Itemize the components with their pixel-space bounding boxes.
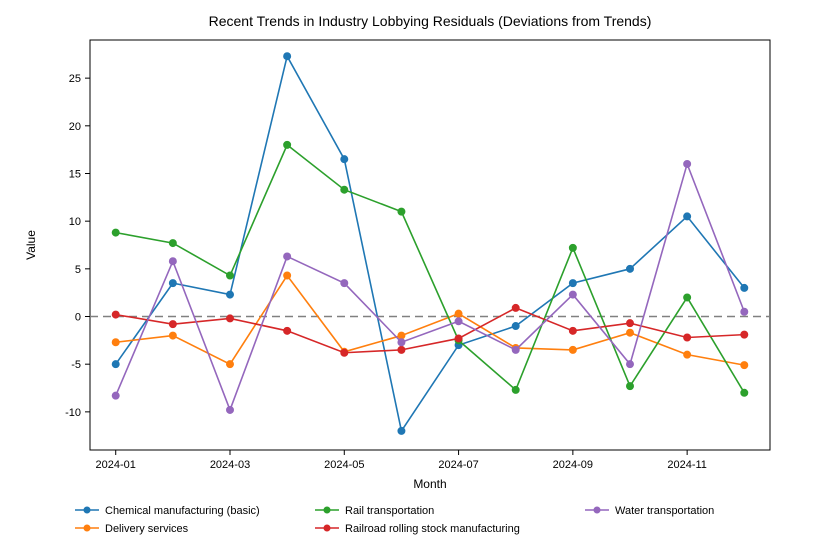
series-marker [627, 361, 634, 368]
series-marker [169, 280, 176, 287]
series-marker [112, 392, 119, 399]
legend-marker [324, 525, 331, 532]
x-tick-label: 2024-01 [96, 459, 136, 471]
series-marker [569, 244, 576, 251]
series-marker [455, 335, 462, 342]
series-marker [627, 329, 634, 336]
series-marker [169, 240, 176, 247]
series-marker [684, 160, 691, 167]
series-marker [741, 308, 748, 315]
series-marker [341, 349, 348, 356]
series-marker [627, 320, 634, 327]
series-marker [112, 311, 119, 318]
legend-label: Railroad rolling stock manufacturing [345, 523, 520, 535]
series-marker [512, 386, 519, 393]
legend-label: Delivery services [105, 523, 189, 535]
y-tick-label: 10 [69, 216, 81, 228]
series-line [116, 145, 745, 393]
series-marker [455, 318, 462, 325]
series-marker [684, 294, 691, 301]
series-marker [627, 265, 634, 272]
series-marker [398, 346, 405, 353]
series-marker [169, 258, 176, 265]
series-marker [569, 327, 576, 334]
series-marker [169, 321, 176, 328]
y-tick-label: 20 [69, 121, 81, 133]
x-tick-label: 2024-09 [553, 459, 593, 471]
x-tick-label: 2024-03 [210, 459, 250, 471]
series-marker [112, 339, 119, 346]
x-tick-label: 2024-07 [438, 459, 478, 471]
series-marker [741, 362, 748, 369]
y-tick-label: 5 [75, 264, 81, 276]
series-marker [227, 361, 234, 368]
legend-label: Rail transportation [345, 505, 434, 517]
series-marker [512, 323, 519, 330]
series-marker [227, 315, 234, 322]
series-marker [284, 327, 291, 334]
legend-label: Chemical manufacturing (basic) [105, 505, 260, 517]
series-marker [284, 53, 291, 60]
x-axis-label: Month [413, 477, 446, 491]
series-marker [398, 332, 405, 339]
y-tick-label: 0 [75, 312, 81, 324]
series-marker [512, 304, 519, 311]
series-marker [627, 383, 634, 390]
series-marker [741, 331, 748, 338]
series-marker [398, 427, 405, 434]
series-line [116, 164, 745, 410]
legend-label: Water transportation [615, 505, 714, 517]
series-marker [684, 334, 691, 341]
y-tick-label: -5 [71, 359, 81, 371]
series-marker [455, 310, 462, 317]
series-marker [569, 291, 576, 298]
x-tick-label: 2024-05 [324, 459, 364, 471]
series-marker [512, 346, 519, 353]
series-line [116, 56, 745, 431]
series-marker [284, 253, 291, 260]
series-marker [341, 186, 348, 193]
legend-marker [594, 507, 601, 514]
series-marker [284, 272, 291, 279]
series-marker [341, 280, 348, 287]
series-line [116, 308, 745, 353]
series-marker [284, 141, 291, 148]
series-marker [341, 156, 348, 163]
legend-marker [324, 507, 331, 514]
legend-marker [84, 525, 91, 532]
series-marker [569, 280, 576, 287]
series-marker [684, 351, 691, 358]
series-marker [741, 389, 748, 396]
series-marker [569, 346, 576, 353]
series-marker [112, 229, 119, 236]
x-tick-label: 2024-11 [667, 459, 707, 471]
legend-marker [84, 507, 91, 514]
series-marker [684, 213, 691, 220]
series-marker [227, 291, 234, 298]
y-tick-label: -10 [65, 407, 81, 419]
chart-title: Recent Trends in Industry Lobbying Resid… [209, 13, 652, 29]
y-axis-label: Value [24, 230, 38, 260]
series-marker [398, 208, 405, 215]
series-marker [741, 284, 748, 291]
series-marker [398, 339, 405, 346]
series-marker [227, 272, 234, 279]
chart-svg: Recent Trends in Industry Lobbying Resid… [0, 0, 836, 560]
y-tick-label: 15 [69, 168, 81, 180]
series-marker [112, 361, 119, 368]
y-tick-label: 25 [69, 73, 81, 85]
line-chart: Recent Trends in Industry Lobbying Resid… [0, 0, 836, 560]
series-marker [169, 332, 176, 339]
series-marker [227, 406, 234, 413]
